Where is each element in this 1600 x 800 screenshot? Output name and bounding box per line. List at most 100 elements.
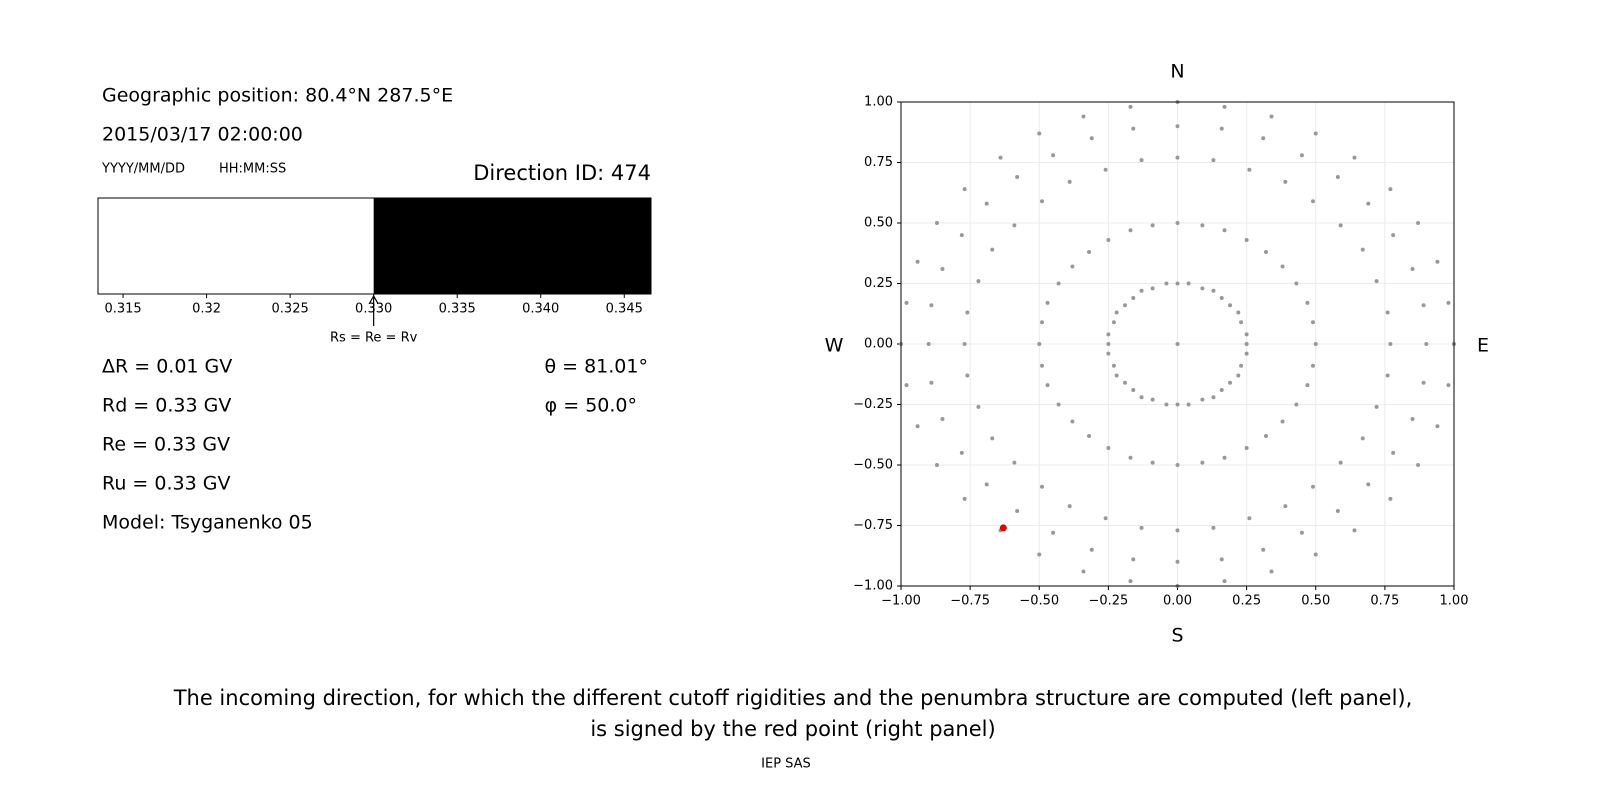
- caption: The incoming direction, for which the di…: [173, 686, 1413, 710]
- x-tick-label: 0.25: [1232, 594, 1261, 609]
- x-tick-label: 0.75: [1370, 594, 1399, 609]
- direction-point: [1175, 528, 1180, 533]
- position: Geographic position: 80.4°N 287.5°E: [102, 85, 453, 107]
- direction-point: [1247, 167, 1252, 172]
- direction-point: [976, 404, 981, 409]
- direction-point: [1305, 383, 1310, 388]
- direction-point: [1244, 446, 1249, 451]
- x-tick-label: 0.335: [439, 302, 476, 317]
- x-tick-label: 0.32: [192, 302, 221, 317]
- rigidity: ΔR = 0.01 GV: [102, 356, 232, 378]
- direction-point: [1103, 167, 1108, 172]
- direction-point: [990, 436, 995, 441]
- direction-point: [1040, 363, 1045, 368]
- direction-point: [1150, 397, 1155, 402]
- direction-point: [1435, 259, 1440, 264]
- direction-point: [984, 482, 989, 487]
- direction-point: [1103, 516, 1108, 521]
- direction-point: [1070, 419, 1075, 424]
- direction-point: [1122, 303, 1127, 308]
- direction-point: [915, 424, 920, 429]
- direction-point: [1388, 496, 1393, 501]
- direction-point: [1228, 303, 1233, 308]
- direction-point: [1175, 155, 1180, 160]
- direction-point: [1236, 310, 1241, 315]
- direction-point: [1446, 383, 1451, 388]
- direction-point: [1106, 237, 1111, 242]
- direction-point: [1239, 363, 1244, 368]
- direction-point: [1139, 158, 1144, 163]
- direction-point: [1175, 281, 1180, 286]
- direction-point: [976, 279, 981, 284]
- direction-point: [1175, 221, 1180, 225]
- direction-point: [1261, 136, 1266, 141]
- direction-point: [1299, 153, 1304, 158]
- direction-point: [1150, 286, 1155, 291]
- direction-point: [1310, 199, 1315, 204]
- direction-point: [1388, 342, 1393, 346]
- direction-point: [1283, 179, 1288, 184]
- direction-point: [1087, 433, 1092, 438]
- direction-point: [1244, 342, 1249, 346]
- annotation: Rs = Re = Rv: [330, 331, 418, 346]
- direction-point: [1388, 187, 1393, 192]
- date-format: YYYY/MM/DD: [101, 162, 185, 177]
- direction-point: [1352, 155, 1357, 160]
- compass-label: E: [1477, 335, 1489, 357]
- angle: φ = 50.0°: [545, 395, 637, 417]
- direction-point: [1222, 579, 1227, 584]
- direction-point: [1385, 373, 1390, 378]
- direction-point: [1111, 320, 1116, 325]
- direction-point: [1338, 223, 1343, 228]
- direction-point: [1131, 387, 1136, 392]
- direction-point: [1040, 320, 1045, 325]
- direction-point: [1219, 126, 1224, 131]
- direction-point: [1421, 303, 1426, 308]
- direction-point: [1067, 504, 1072, 509]
- direction-point: [1200, 223, 1205, 228]
- direction-point: [1352, 528, 1357, 533]
- direction-point: [1037, 342, 1042, 346]
- x-tick-label: 1.00: [1440, 594, 1469, 609]
- direction-point: [1131, 557, 1136, 562]
- direction-point: [1299, 530, 1304, 535]
- direction-point: [1335, 175, 1340, 180]
- x-tick-label: −1.00: [881, 594, 921, 609]
- direction-point: [1186, 402, 1191, 407]
- direction-point: [1236, 373, 1241, 378]
- direction-point: [1186, 281, 1191, 286]
- direction-point: [1122, 380, 1127, 385]
- direction-point: [934, 463, 939, 467]
- direction-point: [915, 259, 920, 264]
- direction-point: [1106, 342, 1111, 346]
- direction-point: [1040, 199, 1045, 204]
- y-tick-label: 0.50: [864, 216, 893, 231]
- direction-point: [1294, 402, 1299, 407]
- direction-point: [1131, 126, 1136, 131]
- direction-point: [1089, 547, 1094, 552]
- direction-point: [1244, 332, 1249, 337]
- direction-point: [1310, 320, 1315, 325]
- x-tick-label: 0.345: [606, 302, 643, 317]
- direction-point: [1150, 223, 1155, 228]
- direction-point: [1360, 436, 1365, 441]
- direction-point: [962, 496, 967, 501]
- direction-point: [1175, 124, 1180, 129]
- x-tick-label: −0.50: [1019, 594, 1059, 609]
- direction-point: [1219, 387, 1224, 392]
- direction-point: [1106, 332, 1111, 337]
- direction-point: [1139, 288, 1144, 293]
- direction-point: [1310, 484, 1315, 489]
- direction-point: [929, 380, 934, 385]
- direction-point: [990, 247, 995, 252]
- direction-point: [1128, 228, 1133, 233]
- direction-point: [1164, 402, 1169, 407]
- direction-point: [1283, 504, 1288, 509]
- compass-label: W: [825, 335, 844, 357]
- direction-point: [1070, 264, 1075, 269]
- direction-point: [1222, 228, 1227, 233]
- direction-point: [1239, 320, 1244, 325]
- direction-point: [1067, 179, 1072, 184]
- direction-point: [1114, 373, 1119, 378]
- direction-point: [962, 342, 967, 346]
